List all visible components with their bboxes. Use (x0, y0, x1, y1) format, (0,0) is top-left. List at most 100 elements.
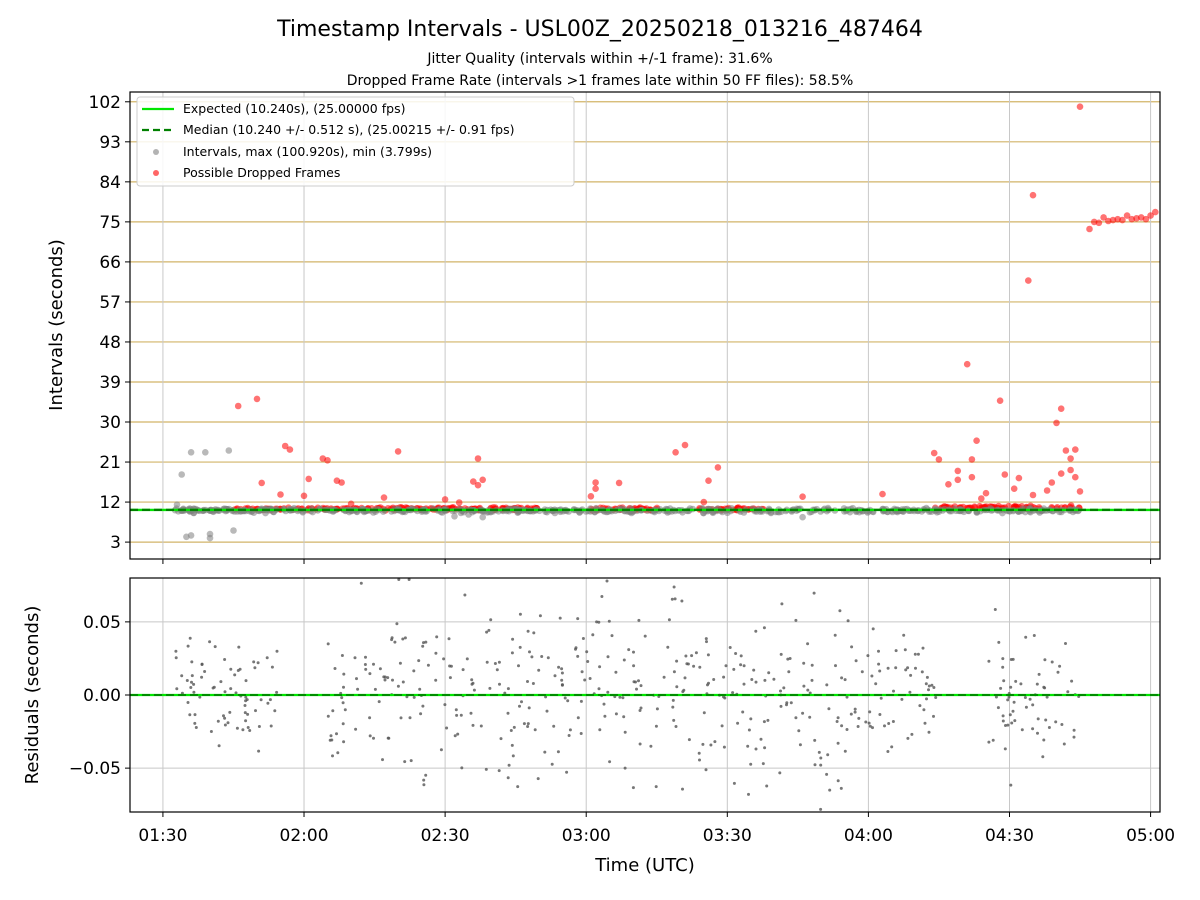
dropped-frame-point (945, 481, 952, 488)
dropped-frame-point (286, 446, 294, 453)
residual-point (579, 699, 583, 703)
interval-point (206, 530, 214, 538)
residual-point (203, 670, 207, 673)
residual-point (219, 680, 223, 684)
residual-point (343, 708, 347, 712)
residual-point (993, 608, 997, 611)
residual-point (871, 627, 875, 631)
residual-point (806, 688, 810, 692)
residual-point (257, 725, 261, 728)
residual-point (698, 665, 702, 669)
residual-point (387, 736, 391, 740)
residual-point (883, 724, 886, 728)
residual-point (932, 686, 936, 689)
residual-point (259, 698, 263, 702)
dropped-frame-point (592, 485, 599, 493)
residual-point (254, 709, 257, 713)
chart-title: Timestamp Intervals - USL00Z_20250218_01… (276, 17, 923, 42)
residual-point (868, 724, 872, 728)
dropped-frame-point (470, 478, 477, 485)
residual-point (702, 711, 706, 715)
residual-point (854, 659, 858, 663)
residual-point (762, 626, 766, 630)
residual-point (649, 744, 653, 748)
residual-point (654, 724, 658, 728)
residual-point (827, 707, 831, 711)
dropped-frame-point (1057, 405, 1065, 413)
dropped-frame-point (954, 476, 962, 484)
residual-point (364, 667, 368, 671)
residual-point (692, 664, 696, 668)
residual-point (527, 706, 531, 710)
residual-point (470, 682, 474, 686)
residual-point (244, 719, 248, 723)
residual-point (606, 690, 610, 694)
residual-point (583, 678, 587, 682)
residual-point (835, 720, 839, 723)
residual-point (639, 706, 643, 710)
residual-point (741, 710, 745, 714)
residual-point (443, 703, 447, 707)
residual-point (403, 636, 407, 640)
residual-point (686, 662, 690, 666)
residual-point (487, 628, 491, 632)
residual-point (843, 678, 847, 682)
residual-point (662, 675, 666, 679)
intervals-y-tick-label: 21 (99, 453, 121, 473)
residual-point (522, 722, 526, 726)
residual-point (275, 690, 279, 694)
residual-point (732, 667, 736, 671)
residual-point (638, 742, 642, 746)
residual-point (333, 667, 337, 670)
residual-point (606, 655, 610, 659)
residual-point (731, 691, 735, 695)
interval-point (479, 513, 487, 521)
legend-median-label: Median (10.240 +/- 0.512 s), (25.00215 +… (183, 122, 514, 137)
dropped-frame-point (338, 479, 345, 486)
residual-point (722, 695, 725, 699)
residual-point (836, 716, 840, 720)
residual-point (877, 662, 881, 666)
residual-point (923, 721, 927, 725)
residual-point (265, 656, 269, 660)
residual-point (920, 670, 924, 674)
residual-point (1047, 726, 1051, 729)
residual-point (706, 683, 709, 687)
residual-point (1032, 634, 1036, 637)
residual-point (499, 737, 503, 741)
residuals-x-tick-label: 02:00 (280, 826, 329, 846)
residual-point (234, 691, 238, 695)
residual-point (217, 744, 221, 748)
intervals-plot-frame (129, 91, 1161, 560)
residuals-points (174, 578, 1081, 811)
residual-point (671, 698, 675, 702)
residual-point (465, 657, 469, 661)
residual-point (632, 664, 636, 668)
residual-point (190, 680, 193, 684)
residual-point (808, 691, 812, 695)
dropped-frame-point (1100, 214, 1107, 221)
residual-point (418, 687, 422, 691)
residual-point (666, 645, 670, 649)
residual-point (560, 671, 564, 675)
residual-point (407, 578, 411, 581)
residual-point (498, 682, 501, 686)
residual-point (890, 745, 894, 749)
residual-point (1011, 657, 1015, 661)
residual-point (1042, 685, 1046, 689)
residual-point (269, 724, 273, 728)
residual-point (186, 701, 190, 704)
residual-point (683, 676, 687, 680)
interval-point (230, 527, 237, 534)
dropped-frame-point (968, 473, 976, 481)
residual-point (1028, 697, 1032, 701)
dropped-frame-point (1010, 485, 1018, 493)
dropped-frame-point (277, 491, 284, 498)
residual-point (826, 753, 830, 757)
residual-point (434, 678, 438, 682)
intervals-y-tick-label: 30 (99, 413, 121, 433)
residual-point (643, 634, 647, 638)
residual-point (233, 673, 237, 677)
residual-point (684, 654, 688, 658)
